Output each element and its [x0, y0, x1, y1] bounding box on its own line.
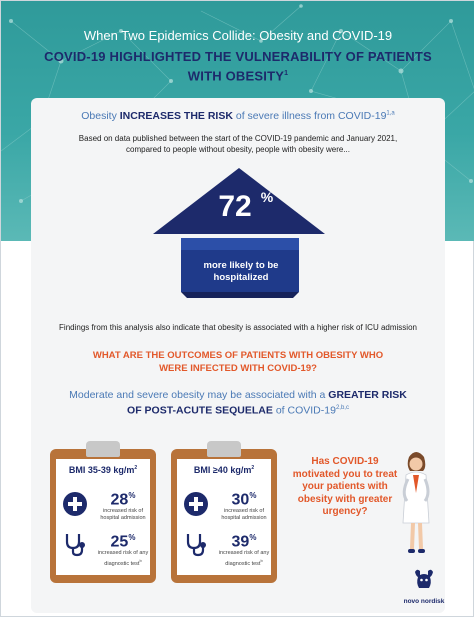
diagnostic-label: increased risk of any diagnostic test	[218, 550, 270, 568]
clipboard-bmi-35-39: BMI 35-39 kg/m2 28% increased risk of ho…	[50, 441, 156, 583]
clipboard-paper	[177, 459, 271, 575]
admission-label: increased risk of hospital admission	[221, 508, 267, 522]
bmi-text: BMI ≥40 kg/m	[193, 465, 252, 475]
admission-stat: 30% increased risk of hospital admission	[217, 487, 271, 522]
header-title: COVID-19 HIGHLIGHTED THE VULNERABILITY O…	[41, 48, 435, 84]
sequelae-suffix: of COVID-19	[272, 404, 336, 417]
plus-circle-icon	[63, 492, 87, 516]
header-title-text: COVID-19 HIGHLIGHTED THE VULNERABILITY O…	[44, 49, 432, 84]
diagnostic-stat: 25% increased risk of any diagnostic tes…	[96, 529, 150, 568]
clipboard-clasp	[86, 441, 120, 457]
sequelae-ref: 2,b,c	[335, 405, 349, 411]
diagnostic-value: 39	[231, 533, 250, 551]
stethoscope-icon	[65, 534, 85, 557]
header-title-ref: 1	[284, 70, 289, 77]
admission-unit: %	[249, 491, 257, 500]
house-shadow	[181, 292, 299, 298]
doctor-illustration	[402, 452, 430, 553]
data-basis-text: Based on data published between the star…	[78, 134, 398, 154]
sequelae-emphasis: GREATER RISK OF POST-ACUTE SEQUELAE	[127, 389, 407, 417]
sequelae-line: Moderate and severe obesity may be assoc…	[61, 389, 415, 418]
clipboard-bmi-40: BMI ≥40 kg/m2 30% increased risk of hosp…	[171, 441, 277, 583]
house-roof	[153, 168, 325, 234]
intro-suffix: of severe illness from COVID-19	[232, 110, 387, 122]
bmi-label: BMI 35-39 kg/m2	[56, 465, 150, 475]
admission-value: 28	[110, 491, 129, 509]
icu-findings-text: Findings from this analysis also indicat…	[59, 323, 417, 332]
diagnostic-ref: b	[260, 558, 263, 564]
admission-label: increased risk of hospital admission	[100, 508, 146, 522]
stethoscope-icon	[186, 534, 206, 557]
hospitalized-label: more likely to be hospitalized	[203, 260, 279, 283]
diagnostic-value: 25	[110, 533, 129, 551]
admission-unit: %	[128, 491, 136, 500]
clipboard-clasp	[207, 441, 241, 457]
clipboard-paper	[56, 459, 150, 575]
diagnostic-unit: %	[249, 533, 257, 542]
novo-nordisk-logo: novo nordisk	[401, 566, 447, 605]
logo-text: novo nordisk	[403, 598, 445, 605]
bmi-label: BMI ≥40 kg/m2	[177, 465, 271, 475]
admission-value: 30	[231, 491, 250, 509]
diagnostic-ref: b	[139, 558, 142, 564]
intro-emphasis: INCREASES THE RISK	[119, 110, 233, 122]
bmi-sup: 2	[251, 465, 255, 471]
hospitalized-house-graphic: 72 % more likely to be hospitalized	[153, 168, 325, 305]
diagnostic-label: increased risk of any diagnostic test	[97, 550, 149, 568]
hospitalized-unit: %	[261, 189, 274, 205]
intro-line: Obesity INCREASES THE RISK of severe ill…	[31, 110, 445, 122]
intro-prefix: Obesity	[81, 110, 120, 122]
urgency-question: Has COVID-19 motivated you to treat your…	[292, 456, 398, 517]
outcomes-heading: WHAT ARE THE OUTCOMES OF PATIENTS WITH O…	[92, 350, 384, 374]
sequelae-prefix: Moderate and severe obesity may be assoc…	[69, 389, 329, 401]
hospitalized-value: 72	[218, 190, 251, 223]
apis-bull-icon	[415, 569, 433, 588]
diagnostic-stat: 39% increased risk of any diagnostic tes…	[217, 529, 271, 568]
house-body	[181, 238, 299, 292]
admission-stat: 28% increased risk of hospital admission	[96, 487, 150, 522]
bmi-sup: 2	[134, 465, 138, 471]
diagnostic-unit: %	[128, 533, 136, 542]
plus-circle-icon	[184, 492, 208, 516]
house-band	[181, 238, 299, 250]
bmi-text: BMI 35-39 kg/m	[68, 465, 135, 475]
header-subtitle: When Two Epidemics Collide: Obesity and …	[83, 28, 393, 43]
intro-ref: 1,a	[386, 110, 395, 117]
